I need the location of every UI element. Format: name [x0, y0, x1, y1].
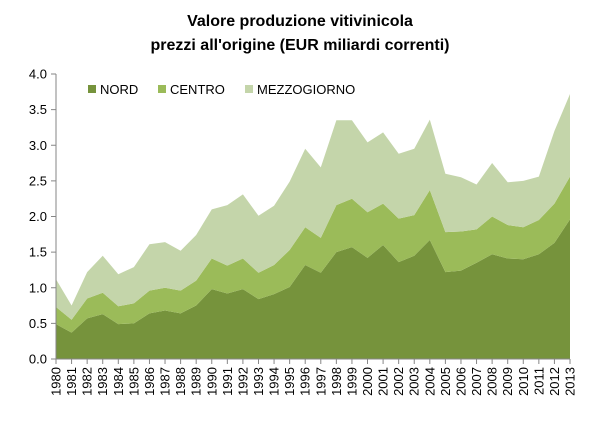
x-axis: 1980 1981 1982 1983 1984 1985 1986 1987 1988 1989… — [49, 358, 578, 396]
x-tick-label: 1980 — [49, 367, 64, 396]
y-tick-label: 3.0 — [29, 138, 47, 153]
x-tick-label: 2007 — [469, 367, 484, 396]
legend: NORD CENTRO MEZZOGIORNO — [88, 82, 355, 97]
y-tick-label: 4.0 — [29, 67, 47, 82]
y-tick-label: 0.0 — [29, 352, 47, 367]
y-tick-label: 2.0 — [29, 209, 47, 224]
x-tick-label: 1988 — [173, 367, 188, 396]
x-tick-label: 2002 — [391, 367, 406, 396]
x-tick-label: 1993 — [251, 367, 266, 396]
x-tick-label: 2013 — [563, 367, 578, 396]
area-series-nord — [56, 219, 570, 359]
x-tick-label: 1990 — [204, 367, 219, 396]
x-tick-label: 1982 — [80, 367, 95, 396]
x-tick-label: 1986 — [142, 367, 157, 396]
area-series-mezzogiorno — [56, 93, 570, 320]
legend-swatch-nord — [88, 85, 96, 93]
x-tick-label: 1987 — [158, 367, 173, 396]
legend-label-nord: NORD — [100, 82, 138, 97]
x-tick-label: 2001 — [376, 367, 391, 396]
x-tick-label: 1989 — [189, 367, 204, 396]
area-series-centro — [56, 176, 570, 333]
x-tick-label: 1995 — [282, 367, 297, 396]
x-tick-label: 2004 — [422, 367, 437, 396]
y-tick-label: 1.5 — [29, 245, 47, 260]
x-tick-label: 1991 — [220, 367, 235, 396]
x-tick-label: 1997 — [313, 367, 328, 396]
legend-swatch-centro — [158, 85, 166, 93]
chart-title-line-2: prezzi all'origine (EUR miliardi corrent… — [151, 37, 450, 54]
x-tick-label: 1996 — [298, 367, 313, 396]
x-tick-label: 2003 — [407, 367, 422, 396]
x-tick-label: 1998 — [329, 367, 344, 396]
y-tick-label: 3.5 — [29, 102, 47, 117]
x-tick-label: 2011 — [531, 367, 546, 395]
x-tick-label: 2000 — [360, 367, 375, 396]
chart-title-line-1: Valore produzione vitivinicola — [187, 13, 413, 30]
legend-label-centro: CENTRO — [170, 82, 225, 97]
x-tick-label: 2006 — [453, 367, 468, 396]
x-tick-label: 1992 — [235, 367, 250, 396]
y-tick-label: 0.5 — [29, 316, 47, 331]
x-tick-label: 1994 — [267, 367, 282, 396]
y-tick-label: 1.0 — [29, 280, 47, 295]
x-tick-label: 1983 — [95, 367, 110, 396]
x-tick-label: 1984 — [111, 367, 126, 396]
x-tick-label: 2010 — [516, 367, 531, 396]
y-tick-label: 2.5 — [29, 173, 47, 188]
x-tick-label: 1985 — [126, 367, 141, 396]
x-tick-label: 2012 — [547, 367, 562, 396]
y-axis: 0.0 0.5 1.0 1.5 2.0 2.5 3.0 3.5 4.0 — [29, 67, 57, 367]
legend-swatch-mezzogiorno — [245, 85, 253, 93]
x-tick-label: 1999 — [344, 367, 359, 396]
legend-label-mezzogiorno: MEZZOGIORNO — [257, 82, 355, 97]
x-tick-label: 2005 — [438, 367, 453, 396]
plot-areas — [56, 93, 570, 359]
x-tick-label: 2008 — [485, 367, 500, 396]
x-tick-label: 1981 — [64, 367, 79, 396]
x-tick-label: 2009 — [500, 367, 515, 396]
